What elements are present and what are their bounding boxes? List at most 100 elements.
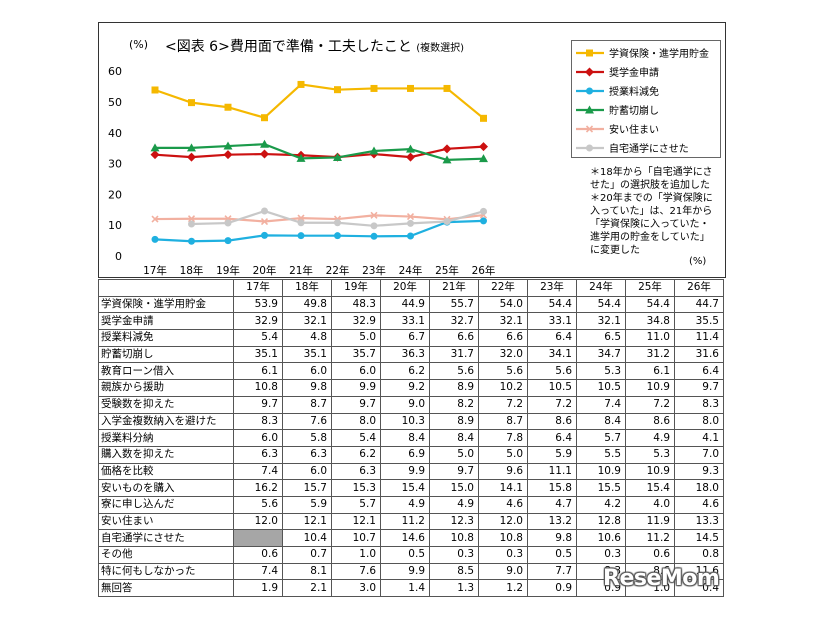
row-label: 貯蓄切崩し (98, 345, 234, 364)
table-cell: 6.5 (576, 329, 626, 347)
note-line: 入っていた」は、21年から (590, 206, 713, 217)
table-cell: 10.5 (527, 379, 577, 397)
table-row: 無回答 1.9 2.1 3.0 1.4 1.3 1.2 0.9 0.9 1.0 0.4 (98, 579, 724, 598)
table-cell: 13.2 (527, 512, 577, 531)
table-cell: 4.6 (674, 495, 724, 514)
row-label: 無回答 (98, 579, 234, 598)
table-cell: 10.6 (576, 529, 626, 547)
data-point (151, 235, 159, 243)
data-point (297, 232, 305, 240)
table-cell: 6.4 (527, 329, 577, 347)
x-tick-label: 19年 (216, 264, 240, 277)
legend-label: 学資保険・進学用貯金 (609, 49, 709, 60)
table-row: 安いものを購入 16.2 15.7 15.3 15.4 15.0 14.1 15.8 15.5 1… (98, 479, 724, 497)
data-point (151, 215, 159, 223)
table-cell: 18.0 (674, 479, 724, 497)
data-point (187, 152, 196, 162)
legend-item-3: 貯蓄切崩し (576, 100, 716, 119)
table-row: 貯蓄切崩し 35.1 35.1 35.7 36.3 31.7 32.0 34.1 34.7 31.… (98, 345, 724, 364)
data-point (224, 219, 232, 227)
table-cell: 9.8 (282, 379, 332, 397)
legend-label: 貯蓄切崩し (609, 106, 659, 117)
legend-item-4: 安い住まい (576, 119, 716, 138)
table-row: その他 0.6 0.7 1.0 0.5 0.3 0.3 0.5 0.3 0.6 0.8 (98, 546, 724, 564)
legend-swatch (576, 49, 604, 56)
y-tick-label: 30 (108, 158, 122, 171)
legend-item-0: 学資保険・進学用貯金 (576, 43, 716, 62)
table-column-header: 20年 (380, 279, 430, 297)
table-cell: 54.4 (576, 295, 626, 314)
table-cell: 9.9 (380, 462, 430, 481)
data-point (224, 103, 232, 111)
table-cell: 5.0 (478, 445, 528, 464)
table-cell: 9.2 (380, 379, 430, 397)
data-point (443, 84, 451, 92)
row-label: 奨学金申請 (98, 312, 234, 331)
table-cell: 54.4 (527, 295, 577, 314)
table-cell: 9.0 (478, 562, 528, 581)
table-cell: 12.8 (576, 512, 626, 531)
table-row: 特に何もしなかった 7.4 8.1 7.6 9.9 8.5 9.0 7.7 8.3 8.6 11.6 (98, 562, 724, 581)
table-cell: 1.0 (331, 546, 381, 564)
table-cell: 11.9 (625, 512, 675, 531)
table-cell: 11.4 (674, 329, 724, 347)
data-point (369, 146, 379, 155)
x-tick-label: 18年 (180, 264, 204, 277)
table-cell: 10.4 (282, 529, 332, 547)
table-cell: 9.3 (674, 462, 724, 481)
table-cell: 0.8 (674, 546, 724, 564)
resemom-logo: ReseMom (603, 566, 720, 591)
table-cell: 16.2 (233, 479, 283, 497)
table-cell: 8.0 (674, 412, 724, 431)
data-point (188, 220, 195, 228)
y-tick-label: 50 (108, 96, 122, 109)
table-cell: 5.4 (233, 329, 283, 347)
note-line: ＊20年までの「学資保険に (590, 193, 713, 204)
data-point (187, 143, 196, 152)
table-cell: 7.6 (282, 412, 332, 431)
table-cell: 1.2 (478, 579, 528, 598)
table-row: 寮に申し込んだ 5.6 5.9 5.7 4.9 4.9 4.6 4.7 4.2 4.0 4.6 (98, 495, 724, 514)
table-cell: 8.3 (576, 562, 626, 581)
data-point (442, 144, 452, 154)
legend-label: 奨学金申請 (609, 68, 659, 79)
table-cell: 7.2 (527, 395, 577, 414)
table-cell: 5.4 (331, 429, 381, 447)
row-label: 寮に申し込んだ (98, 495, 234, 514)
table-cell: 15.4 (380, 479, 430, 497)
data-point (334, 232, 341, 240)
table-cell: 7.6 (331, 562, 381, 581)
table-cell: 32.0 (478, 345, 528, 364)
table-cell: 4.8 (282, 329, 332, 347)
table-cell: 6.0 (282, 462, 332, 481)
data-point (261, 231, 268, 239)
table-row: 入学金複数納入を避けた 8.3 7.6 8.0 10.3 8.9 8.7 8.6 8.4 8.6 8… (98, 412, 724, 431)
table-cell: 4.2 (576, 495, 626, 514)
table-cell: 1.0 (625, 579, 675, 598)
table-cell: 8.9 (429, 412, 479, 431)
row-label: 入学金複数納入を避けた (98, 412, 234, 431)
table-cell: 10.3 (380, 412, 430, 431)
table-cell: 8.6 (625, 412, 675, 431)
data-point (188, 237, 195, 245)
table-cell: 10.9 (625, 379, 675, 397)
table-cell: 13.3 (674, 512, 724, 531)
table-row: 授業料分納 6.0 5.8 5.4 8.4 8.4 7.8 6.4 5.7 4.9 4.1 (98, 429, 724, 447)
row-label: 価格を比較 (98, 462, 234, 481)
data-point (296, 153, 306, 162)
table-cell: 53.9 (233, 295, 283, 314)
table-cell: 54.0 (478, 295, 528, 314)
data-table: 17年 18年 19年 20年 21年 22年 23年 24年 25年 26年 学資保険・進学用貯… (98, 279, 724, 598)
table-cell: 34.8 (625, 312, 675, 331)
table-cell: 8.4 (380, 429, 430, 447)
series-line-4 (154, 213, 484, 223)
x-tick-label: 17年 (143, 264, 167, 277)
table-cell: 8.0 (331, 412, 381, 431)
y-tick-label: 10 (108, 219, 122, 232)
table-cell: 9.7 (233, 395, 283, 414)
table-cell: 10.7 (331, 529, 381, 547)
data-point (260, 217, 269, 226)
data-point (480, 114, 487, 122)
table-cell: 5.6 (527, 362, 577, 381)
data-point (406, 213, 415, 221)
